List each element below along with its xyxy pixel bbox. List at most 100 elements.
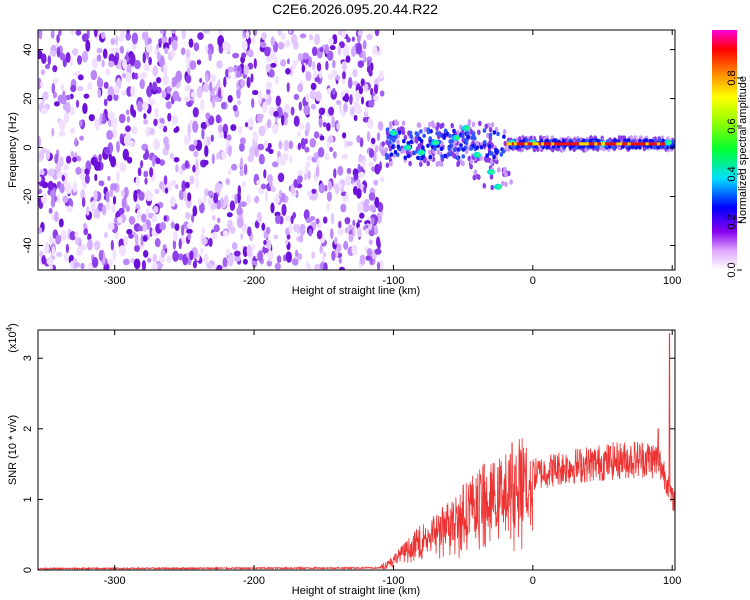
heatmap-echo-halo [385,139,389,146]
heatmap-noise-cell [328,106,335,116]
heatmap-noise-cell [247,117,254,128]
colorbar-label: Normalized spectral amplitude [737,76,749,224]
heatmap-noise-cell [73,71,79,77]
heatmap-noise-cell [143,250,149,258]
heatmap-noise-cell [308,34,314,41]
heatmap-noise-cell [299,223,306,236]
heatmap-noise-cell [377,121,384,131]
heatmap-noise-cell [309,216,316,221]
heatmap-echo-halo [469,163,473,170]
heatmap-noise-cell [270,36,275,47]
heatmap-noise-cell [76,155,82,162]
heatmap-noise-cell [239,169,244,177]
heatmap-noise-cell [85,39,91,52]
heatmap-noise-cell [118,245,126,257]
heatmap-noise-cell [293,115,300,127]
heatmap-noise-cell [251,243,255,251]
heatmap-noise-cell [352,225,356,237]
heatmap-noise-cell [346,167,352,175]
heatmap-noise-cell [277,41,285,50]
heatmap-echo-core [393,149,398,155]
heatmap-noise-cell [285,251,292,263]
heatmap-noise-cell [131,32,139,45]
heatmap-noise-cell [146,37,152,45]
heatmap-noise-cell [247,49,254,58]
heatmap-noise-cell [227,66,234,73]
heatmap-noise-cell [203,159,209,166]
heatmap-noise-cell [344,217,351,225]
heatmap-noise-cell [126,30,130,35]
heatmap-echo-core [428,154,433,160]
heatmap-echo-feature-peak [496,185,501,189]
heatmap-noise-cell [274,262,281,270]
heatmap-noise-cell [297,170,304,176]
heatmap-noise-cell [196,87,203,99]
heatmap-noise-cell [263,239,267,246]
heatmap-noise-cell [217,217,221,224]
heatmap-noise-cell [177,96,182,102]
heatmap-noise-cell [184,181,190,189]
heatmap-noise-cell [295,249,299,258]
heatmap-echo-core [409,134,414,139]
heatmap-noise-cell [379,90,385,97]
heatmap-noise-cell [166,255,172,264]
heatmap-noise-cell [323,262,328,270]
heatmap-noise-cell [110,37,116,46]
heatmap-echo-core [613,138,617,143]
heatmap-noise-cell [152,253,158,264]
heatmap-noise-cell [69,106,75,116]
heatmap-noise-cell [332,87,336,96]
heatmap-noise-cell [153,118,158,127]
heatmap-noise-cell [72,156,78,163]
heatmap-echo-halo [488,127,493,133]
heatmap-echo-halo [428,121,432,128]
heatmap-echo-halo [490,184,495,191]
heatmap-noise-cell [75,30,82,36]
heatmap-noise-cell [368,100,375,108]
heatmap-noise-cell [216,60,223,69]
heatmap-noise-cell [192,107,199,118]
heatmap-noise-cell [49,189,56,199]
heatmap-noise-cell [51,82,56,94]
heatmap-noise-cell [119,45,125,54]
heatmap-noise-cell [379,259,384,270]
snr-y-tick-label: 1 [22,496,34,502]
heatmap-echo-halo [484,157,489,163]
heatmap-noise-cell [223,76,227,88]
heatmap-noise-cell [307,56,313,68]
heatmap-noise-cell [347,77,353,89]
snr-y-tick-label: 0 [22,567,34,573]
heatmap-echo-ridge-hot [645,142,649,146]
heatmap-noise-cell [47,55,51,66]
heatmap-noise-cell [142,101,149,112]
heatmap-noise-cell [285,68,291,75]
heatmap-echo-core [452,147,457,153]
heatmap-noise-cell [309,138,317,148]
heatmap-y-tick-label: 20 [22,92,34,104]
heatmap-echo-core [452,128,456,134]
heatmap-noise-cell [227,254,234,267]
heatmap-echo-core [494,149,498,154]
heatmap-noise-cell [55,162,62,174]
heatmap-noise-cell [190,91,196,98]
heatmap-noise-cell [350,106,355,116]
heatmap-noise-cell [116,140,120,153]
heatmap-noise-cell [260,183,267,190]
heatmap-echo-core [649,144,654,149]
heatmap-noise-cell [78,119,83,127]
heatmap-noise-cell [343,102,348,113]
heatmap-noise-cell [121,197,127,209]
heatmap-noise-cell [314,263,322,270]
multiplier-base: (x10 [7,331,19,352]
heatmap-echo-core [576,138,581,143]
heatmap-noise-cell [298,101,302,111]
heatmap-noise-cell [379,176,385,183]
heatmap-echo-core [568,144,573,150]
heatmap-noise-cell [105,68,111,76]
heatmap-noise-cell [305,71,312,82]
heatmap-noise-cell [287,58,290,65]
heatmap-noise-cell [112,195,117,205]
heatmap-noise-cell [170,49,175,59]
heatmap-echo-core [440,155,445,160]
heatmap-x-tick-label: -300 [104,275,126,287]
